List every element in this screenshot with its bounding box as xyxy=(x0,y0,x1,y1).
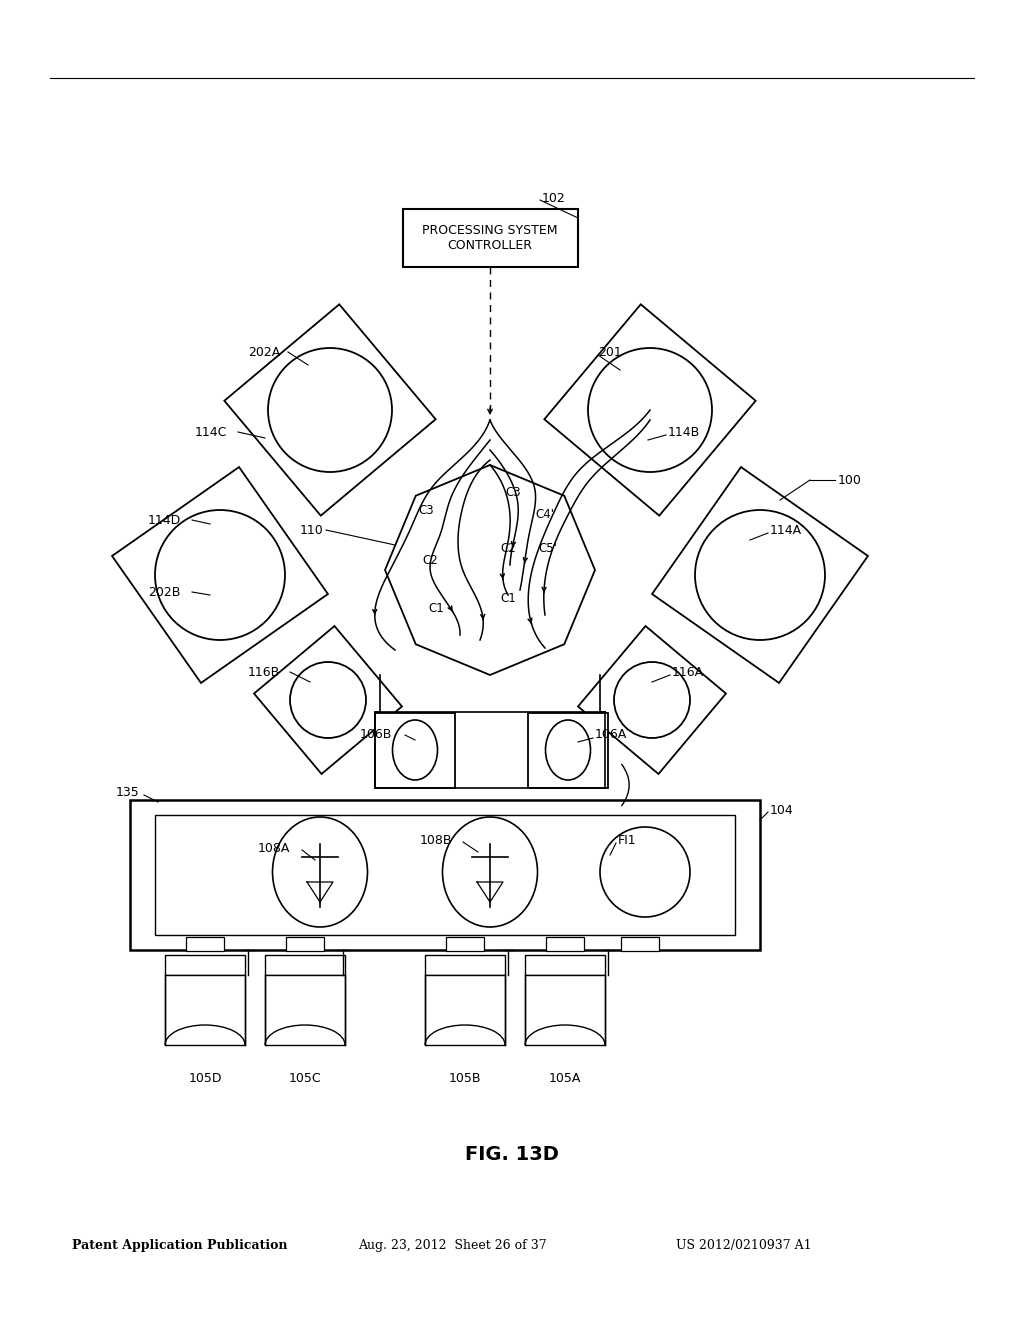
Bar xyxy=(130,800,760,950)
Bar xyxy=(165,975,245,1045)
Text: 106B: 106B xyxy=(360,729,392,742)
Circle shape xyxy=(290,663,366,738)
Text: 114D: 114D xyxy=(148,513,181,527)
Bar xyxy=(224,305,435,516)
Text: 201: 201 xyxy=(598,346,622,359)
Text: 202B: 202B xyxy=(148,586,180,598)
Text: 100: 100 xyxy=(838,474,862,487)
Text: C1: C1 xyxy=(500,591,516,605)
Text: C3: C3 xyxy=(505,486,520,499)
Bar xyxy=(286,937,324,950)
Text: C4': C4' xyxy=(535,508,554,521)
Circle shape xyxy=(600,828,690,917)
Text: C1: C1 xyxy=(428,602,443,615)
Text: PROCESSING SYSTEM
CONTROLLER: PROCESSING SYSTEM CONTROLLER xyxy=(422,224,558,252)
Text: 114B: 114B xyxy=(668,425,700,438)
Text: Aug. 23, 2012  Sheet 26 of 37: Aug. 23, 2012 Sheet 26 of 37 xyxy=(358,1239,547,1253)
Bar xyxy=(265,975,345,1045)
Text: FI1: FI1 xyxy=(618,833,637,846)
Ellipse shape xyxy=(442,817,538,927)
Text: 105A: 105A xyxy=(549,1072,582,1085)
Text: C5': C5' xyxy=(538,541,557,554)
Text: C2: C2 xyxy=(422,553,437,566)
Bar xyxy=(155,814,735,935)
Text: 114A: 114A xyxy=(770,524,802,536)
Bar xyxy=(265,954,345,975)
Bar xyxy=(425,954,505,975)
Circle shape xyxy=(695,510,825,640)
Bar xyxy=(375,713,455,788)
Text: US 2012/0210937 A1: US 2012/0210937 A1 xyxy=(676,1239,811,1253)
Polygon shape xyxy=(385,465,595,675)
Bar xyxy=(254,626,402,774)
Bar xyxy=(578,626,726,774)
Circle shape xyxy=(155,510,285,640)
Text: 116A: 116A xyxy=(672,665,705,678)
Text: C3: C3 xyxy=(418,503,433,516)
Bar xyxy=(621,937,659,950)
Text: 116B: 116B xyxy=(248,665,281,678)
Text: FIG. 13D: FIG. 13D xyxy=(465,1146,559,1164)
Bar xyxy=(186,937,224,950)
Bar xyxy=(525,975,605,1045)
Text: 102: 102 xyxy=(542,191,565,205)
Text: 135: 135 xyxy=(116,785,139,799)
Circle shape xyxy=(588,348,712,473)
Bar xyxy=(446,937,484,950)
Text: 105D: 105D xyxy=(188,1072,222,1085)
Circle shape xyxy=(268,348,392,473)
Text: 108A: 108A xyxy=(258,842,291,854)
Text: 110: 110 xyxy=(300,524,324,536)
Bar xyxy=(545,305,756,516)
Text: 105C: 105C xyxy=(289,1072,322,1085)
Text: 104: 104 xyxy=(770,804,794,817)
Text: C2: C2 xyxy=(500,541,516,554)
Bar xyxy=(546,937,584,950)
Text: 114C: 114C xyxy=(195,425,227,438)
Text: 105B: 105B xyxy=(449,1072,481,1085)
Bar xyxy=(165,954,245,975)
Bar xyxy=(425,975,505,1045)
Ellipse shape xyxy=(546,719,591,780)
Ellipse shape xyxy=(272,817,368,927)
Bar xyxy=(528,713,608,788)
Text: 106A: 106A xyxy=(595,729,628,742)
Text: Patent Application Publication: Patent Application Publication xyxy=(72,1239,287,1253)
Text: 202A: 202A xyxy=(248,346,281,359)
Bar xyxy=(525,954,605,975)
Bar xyxy=(112,467,328,682)
Ellipse shape xyxy=(392,719,437,780)
Bar xyxy=(402,209,578,267)
Text: 108B: 108B xyxy=(420,833,453,846)
Circle shape xyxy=(614,663,690,738)
Bar xyxy=(652,467,868,682)
